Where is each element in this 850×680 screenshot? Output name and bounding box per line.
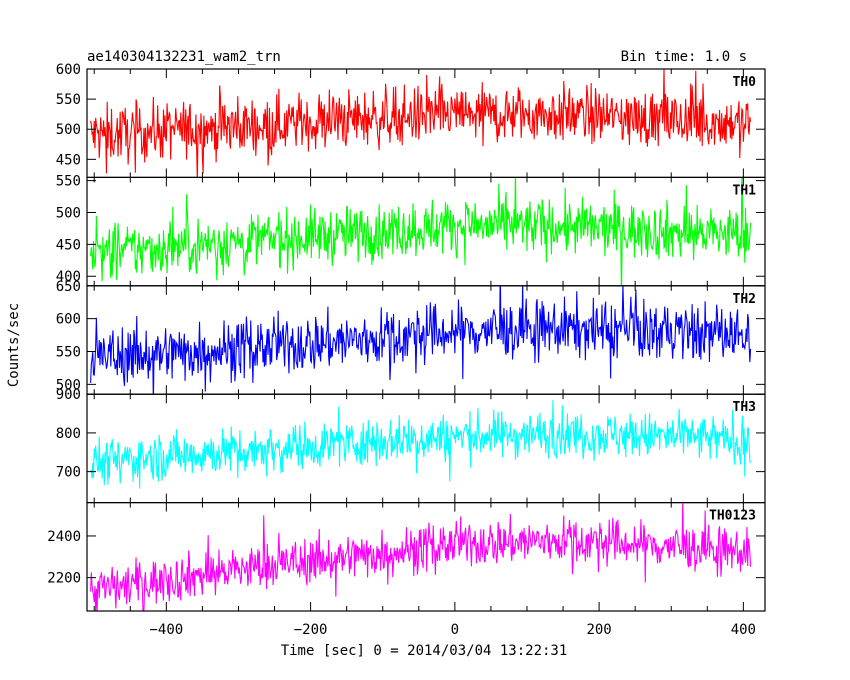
- y-axis-title: Counts/sec: [6, 303, 22, 387]
- series-line-th0: [90, 69, 752, 178]
- y-tick-label: 600: [56, 62, 81, 78]
- y-tick-label: 450: [56, 237, 81, 253]
- y-tick-label: 650: [56, 279, 81, 295]
- bin-time-label: Bin time: 1.0 s: [621, 49, 747, 65]
- y-tick-label: 450: [56, 152, 81, 168]
- observation-title: ae140304132231_wam2_trn: [87, 49, 281, 65]
- panel-th2: 500 550 600 650 TH2: [56, 279, 766, 395]
- x-tick-label: 200: [586, 622, 611, 638]
- x-tick-label: 400: [731, 622, 756, 638]
- y-tick-label: 400: [56, 269, 81, 285]
- y-tick-label: 700: [56, 465, 81, 481]
- panel-label-th2: TH2: [733, 292, 756, 307]
- panel-frame: [86, 393, 766, 504]
- x-tick-label: −200: [294, 622, 328, 638]
- y-tick-label: 600: [56, 312, 81, 328]
- panel-th0123: 2200 2400 TH0123: [47, 502, 766, 612]
- panel-label-th0: TH0: [733, 75, 757, 90]
- y-tick-label: 2400: [47, 529, 81, 545]
- y-tick-label: 500: [56, 205, 81, 221]
- series-line-th1: [90, 177, 752, 286]
- panel-label-th1: TH1: [733, 183, 757, 198]
- y-tick-label: 550: [56, 92, 81, 108]
- y-tick-label: 2200: [47, 571, 81, 587]
- panel-th1: 400 450 500 550 TH1: [56, 174, 766, 287]
- y-tick-label: 800: [56, 426, 81, 442]
- x-tick-label: 0: [451, 622, 459, 638]
- y-tick-label: 550: [56, 174, 81, 190]
- y-tick-label: 550: [56, 344, 81, 360]
- panels-group: 450 500 550 600 TH0 400 450 500 550 TH1 500 550 600 6…: [47, 62, 766, 638]
- panel-label-th0123: TH0123: [709, 509, 756, 524]
- series-line-th2: [90, 285, 752, 395]
- series-line-th3: [90, 399, 752, 489]
- y-tick-label: 500: [56, 122, 81, 138]
- y-tick-label: 500: [56, 377, 81, 393]
- series-line-th0123: [90, 502, 752, 612]
- panel-label-th3: TH3: [733, 400, 756, 415]
- panel-th0: 450 500 550 600 TH0: [56, 62, 766, 179]
- x-tick-label: −400: [149, 622, 183, 638]
- panel-th3: 700 800 900 TH3: [56, 387, 766, 504]
- y-tick-label: 900: [56, 387, 81, 403]
- x-axis-title: Time [sec] 0 = 2014/03/04 13:22:31: [281, 643, 568, 659]
- panel-frame: [86, 502, 766, 612]
